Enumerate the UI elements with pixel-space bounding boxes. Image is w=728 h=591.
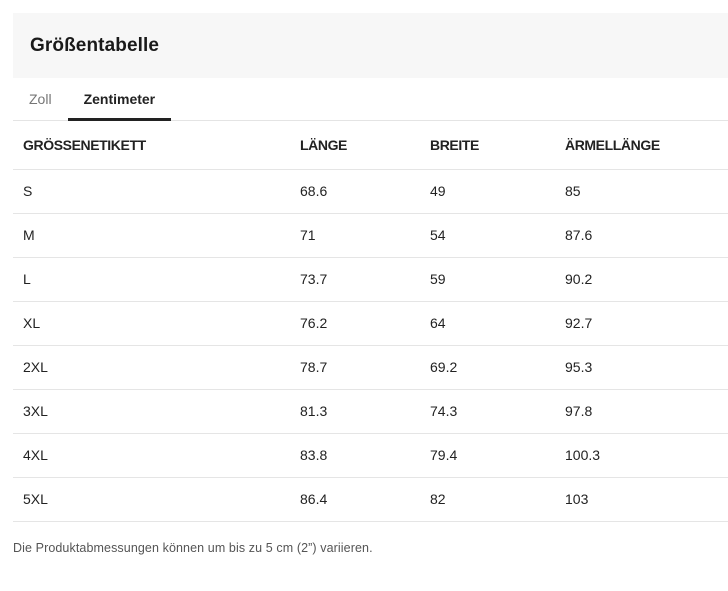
size-label-cell: 4XL xyxy=(13,433,290,478)
tab-zoll[interactable]: Zoll xyxy=(29,91,52,107)
measurement-cell: 81.3 xyxy=(290,389,420,434)
measurement-cell: 59 xyxy=(420,257,555,302)
size-table: GRÖSSENETIKETT LÄNGE BREITE ÄRMELLÄNGE S… xyxy=(13,121,728,522)
measurement-cell: 103 xyxy=(555,477,728,522)
table-row: 2XL 78.7 69.2 95.3 xyxy=(13,345,728,390)
footnote: Die Produktabmessungen können um bis zu … xyxy=(13,540,373,555)
tab-zentimeter[interactable]: Zentimeter xyxy=(67,78,172,121)
table-row: M 71 54 87.6 xyxy=(13,213,728,258)
table-header-row: GRÖSSENETIKETT LÄNGE BREITE ÄRMELLÄNGE xyxy=(13,121,728,170)
measurement-cell: 69.2 xyxy=(420,345,555,390)
table-row: 5XL 86.4 82 103 xyxy=(13,477,728,522)
measurement-cell: 64 xyxy=(420,301,555,346)
measurement-cell: 90.2 xyxy=(555,257,728,302)
size-label-cell: S xyxy=(13,169,290,214)
size-label-cell: L xyxy=(13,257,290,302)
measurement-cell: 49 xyxy=(420,169,555,214)
table-row: 3XL 81.3 74.3 97.8 xyxy=(13,389,728,434)
measurement-cell: 97.8 xyxy=(555,389,728,434)
column-header-width: BREITE xyxy=(420,121,555,170)
measurement-cell: 73.7 xyxy=(290,257,420,302)
measurement-cell: 83.8 xyxy=(290,433,420,478)
size-chart-header: Größentabelle xyxy=(13,13,728,78)
measurement-cell: 82 xyxy=(420,477,555,522)
size-label-cell: M xyxy=(13,213,290,258)
size-label-cell: 5XL xyxy=(13,477,290,522)
column-header-sleeve-length: ÄRMELLÄNGE xyxy=(555,121,728,170)
measurement-cell: 92.7 xyxy=(555,301,728,346)
measurement-cell: 74.3 xyxy=(420,389,555,434)
measurement-cell: 95.3 xyxy=(555,345,728,390)
measurement-cell: 100.3 xyxy=(555,433,728,478)
table-row: L 73.7 59 90.2 xyxy=(13,257,728,302)
column-header-size-label: GRÖSSENETIKETT xyxy=(13,121,290,170)
table-row: S 68.6 49 85 xyxy=(13,169,728,214)
table-row: XL 76.2 64 92.7 xyxy=(13,301,728,346)
measurement-cell: 54 xyxy=(420,213,555,258)
measurement-cell: 85 xyxy=(555,169,728,214)
page-title: Größentabelle xyxy=(30,34,160,56)
measurement-cell: 87.6 xyxy=(555,213,728,258)
size-chart-panel: Größentabelle Zoll Zentimeter GRÖSSENETI… xyxy=(13,13,728,555)
measurement-cell: 68.6 xyxy=(290,169,420,214)
table-row: 4XL 83.8 79.4 100.3 xyxy=(13,433,728,478)
column-header-length: LÄNGE xyxy=(290,121,420,170)
measurement-cell: 78.7 xyxy=(290,345,420,390)
measurement-cell: 86.4 xyxy=(290,477,420,522)
unit-tabs: Zoll Zentimeter xyxy=(13,78,728,121)
size-label-cell: 2XL xyxy=(13,345,290,390)
size-label-cell: XL xyxy=(13,301,290,346)
measurement-cell: 76.2 xyxy=(290,301,420,346)
size-label-cell: 3XL xyxy=(13,389,290,434)
measurement-cell: 79.4 xyxy=(420,433,555,478)
measurement-cell: 71 xyxy=(290,213,420,258)
